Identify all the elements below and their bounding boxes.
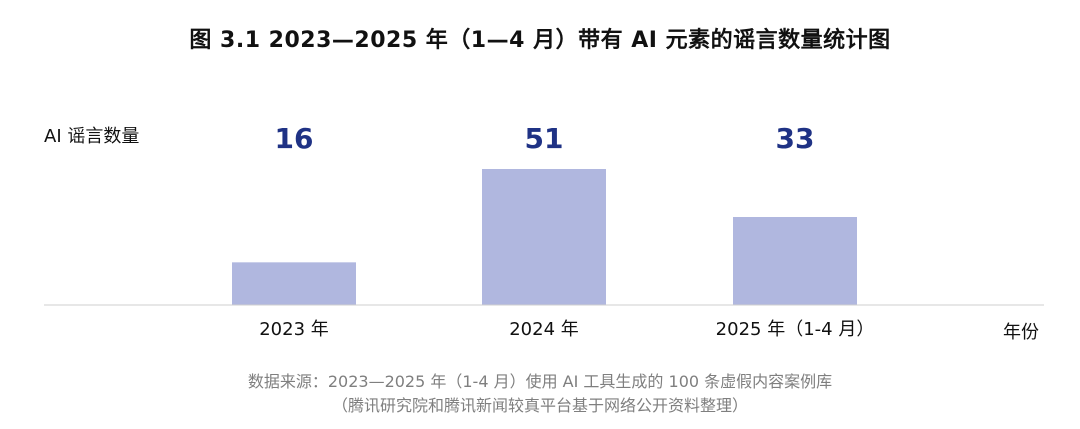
bar-3 bbox=[733, 217, 857, 305]
category-label-2: 2024 年 bbox=[509, 319, 579, 340]
source-note-line2: （腾讯研究院和腾讯新闻较真平台基于网络公开资料整理） bbox=[331, 396, 748, 415]
bar-2 bbox=[482, 169, 606, 305]
y-axis-label: AI 谣言数量 bbox=[44, 126, 140, 147]
value-label-1: 16 bbox=[275, 122, 314, 155]
bar-1 bbox=[232, 262, 356, 305]
chart-title: 图 3.1 2023—2025 年（1—4 月）带有 AI 元素的谣言数量统计图 bbox=[189, 28, 891, 53]
x-axis-label: 年份 bbox=[1003, 322, 1039, 343]
category-label-3: 2025 年（1-4 月） bbox=[716, 319, 875, 340]
source-note-line1: 数据来源：2023—2025 年（1-4 月）使用 AI 工具生成的 100 条… bbox=[247, 372, 833, 391]
value-label-2: 51 bbox=[525, 122, 564, 155]
category-label-1: 2023 年 bbox=[259, 319, 329, 340]
value-label-3: 33 bbox=[776, 122, 815, 155]
